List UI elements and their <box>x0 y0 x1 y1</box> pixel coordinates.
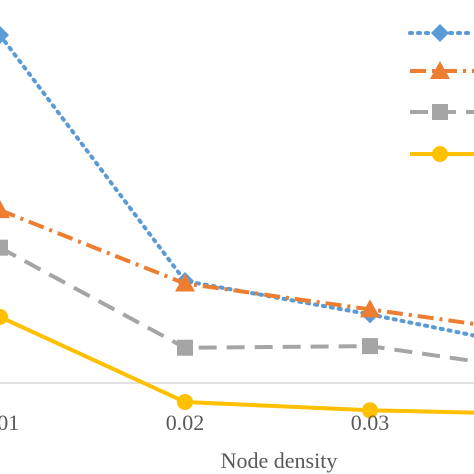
series-2-point-2 <box>175 273 195 292</box>
series-2-line <box>0 208 474 326</box>
legend-marker-1 <box>431 24 449 42</box>
series-4-point-1 <box>0 308 8 325</box>
x-tick-label: 0.02 <box>166 410 205 435</box>
series-1-line <box>0 33 474 338</box>
legend <box>408 24 474 162</box>
x-tick-label: 0.01 <box>0 410 19 435</box>
x-tick-labels: 0.01 0.02 0.03 <box>0 410 389 435</box>
series-3-line <box>0 245 474 364</box>
legend-marker-4 <box>432 146 448 162</box>
series-4-point-2 <box>177 393 193 410</box>
series-3-point-1 <box>0 239 8 256</box>
series-2-point-1 <box>0 200 10 219</box>
series-2-point-3 <box>360 299 380 318</box>
series-4-line <box>0 315 474 415</box>
series-4-point-3 <box>362 402 378 419</box>
series-1-point-1 <box>0 26 9 44</box>
x-tick-label: 0.03 <box>351 410 390 435</box>
series-layer <box>0 26 474 419</box>
legend-marker-3 <box>432 104 448 120</box>
x-axis-title: Node density <box>221 448 338 473</box>
series-3-point-2 <box>177 339 193 356</box>
legend-marker-2 <box>430 61 450 79</box>
series-3-point-3 <box>362 338 378 355</box>
